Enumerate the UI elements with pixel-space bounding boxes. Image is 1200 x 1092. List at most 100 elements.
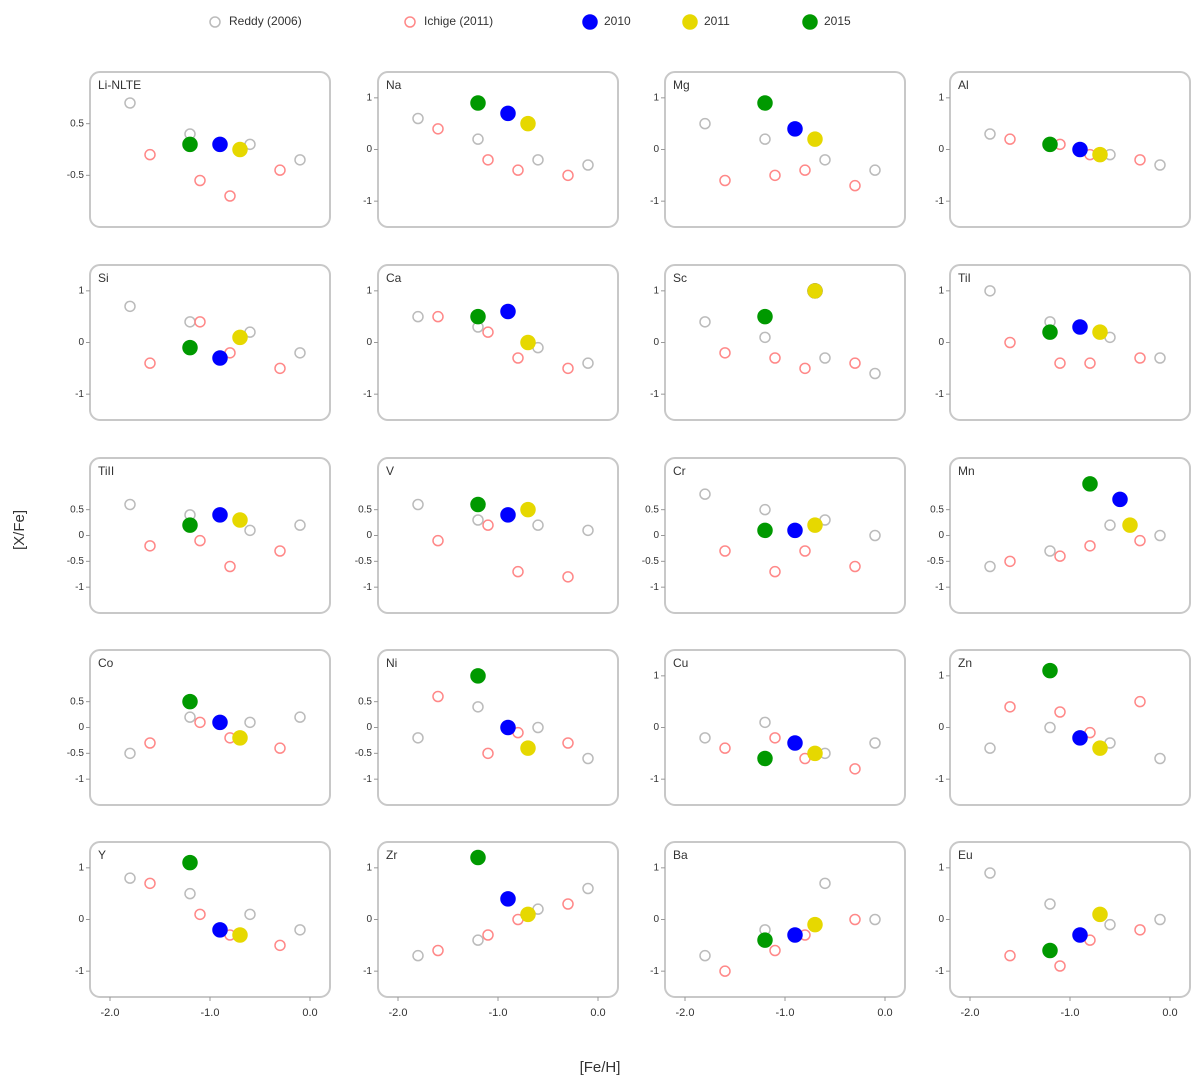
y-tick-label: -1 <box>935 196 944 207</box>
data-point <box>787 927 803 943</box>
y-tick-label: -1 <box>935 389 944 400</box>
legend-label: 2015 <box>824 14 851 28</box>
y-tick-label: -1 <box>363 196 372 207</box>
data-point <box>582 882 594 895</box>
data-point <box>500 105 516 122</box>
y-tick-label: 0.5 <box>70 504 84 515</box>
data-point <box>412 949 424 962</box>
panel-title: Na <box>386 78 402 92</box>
data-point <box>1072 730 1088 746</box>
panel-title: Al <box>958 78 969 92</box>
data-point <box>562 169 574 182</box>
data-point <box>482 326 494 338</box>
data-point <box>1054 960 1066 972</box>
data-point <box>294 347 306 359</box>
y-tick-label: -1 <box>935 774 944 785</box>
data-point <box>184 887 196 900</box>
data-point <box>182 339 198 356</box>
y-tick-label: 0 <box>938 530 944 541</box>
data-point <box>984 285 996 297</box>
y-tick-label: -1 <box>650 582 659 593</box>
y-tick-label: 1 <box>653 285 659 296</box>
data-point <box>124 97 136 109</box>
data-point <box>144 148 156 161</box>
data-point <box>232 141 248 158</box>
y-tick-label: -0.5 <box>927 556 945 567</box>
y-tick-label: 1 <box>653 92 659 103</box>
data-point <box>432 534 444 547</box>
data-point <box>1154 529 1166 542</box>
legend-label: 2010 <box>604 14 631 28</box>
data-point <box>412 498 424 511</box>
panel-frame <box>377 841 619 998</box>
y-tick-label: 0 <box>938 914 944 925</box>
data-point <box>1092 146 1108 163</box>
data-point <box>759 331 771 344</box>
x-tick-label: 0.0 <box>590 1007 605 1019</box>
data-point <box>807 916 823 933</box>
data-point <box>500 507 516 523</box>
data-point <box>1104 519 1116 531</box>
data-point <box>582 524 594 537</box>
panel-frame <box>949 841 1191 998</box>
data-point <box>482 519 494 531</box>
x-tick-label: -2.0 <box>101 1007 120 1019</box>
y-tick-label: 0 <box>78 722 84 733</box>
panel-frame <box>949 457 1191 614</box>
y-tick-label: 0.5 <box>930 504 944 515</box>
x-tick-label: -2.0 <box>961 1007 980 1019</box>
y-tick-label: -1 <box>363 389 372 400</box>
x-tick-label: 0.0 <box>877 1007 892 1019</box>
y-tick-label: 0 <box>78 337 84 348</box>
data-point <box>1054 357 1066 369</box>
data-point <box>1004 701 1016 713</box>
data-point <box>470 496 486 513</box>
y-tick-label: 0 <box>938 144 944 155</box>
data-point <box>869 913 881 926</box>
data-point <box>182 693 198 710</box>
panel-frame <box>377 264 619 421</box>
data-point <box>274 545 286 557</box>
x-axis-label: [Fe/H] <box>580 1059 621 1076</box>
data-point <box>184 316 196 328</box>
data-point <box>1042 662 1058 679</box>
data-point <box>799 164 811 176</box>
data-point <box>532 154 544 166</box>
data-point <box>294 711 306 723</box>
data-point <box>849 357 861 369</box>
panel-title: Mg <box>673 78 690 92</box>
data-point <box>512 565 524 578</box>
panel-title: Co <box>98 656 114 670</box>
data-point <box>274 164 286 176</box>
data-point <box>1134 695 1146 708</box>
data-point <box>562 737 574 749</box>
panel-title: Ni <box>386 656 397 670</box>
panel-frame <box>89 264 331 421</box>
data-point <box>1072 319 1088 335</box>
data-point <box>182 854 198 871</box>
data-point <box>757 95 773 111</box>
y-tick-label: 0 <box>366 722 372 733</box>
panel-frame <box>664 649 906 806</box>
y-tick-label: -1 <box>650 966 659 977</box>
y-tick-label: 0.5 <box>70 118 84 129</box>
y-tick-label: -0.5 <box>67 170 85 181</box>
data-point <box>1084 540 1096 552</box>
data-point <box>984 742 996 754</box>
data-point <box>412 732 424 744</box>
data-point <box>719 545 731 557</box>
data-point <box>757 522 773 539</box>
data-point <box>1084 357 1096 369</box>
data-point <box>244 716 256 729</box>
y-tick-label: 0.5 <box>358 696 372 707</box>
data-point <box>182 517 198 533</box>
data-point <box>194 174 206 187</box>
data-point <box>1004 949 1016 962</box>
data-point <box>1082 476 1098 492</box>
data-point <box>500 303 516 320</box>
data-point <box>699 488 711 500</box>
data-point <box>1154 352 1166 364</box>
data-point <box>757 750 773 767</box>
data-point <box>194 908 206 921</box>
y-tick-label: 1 <box>366 92 372 103</box>
